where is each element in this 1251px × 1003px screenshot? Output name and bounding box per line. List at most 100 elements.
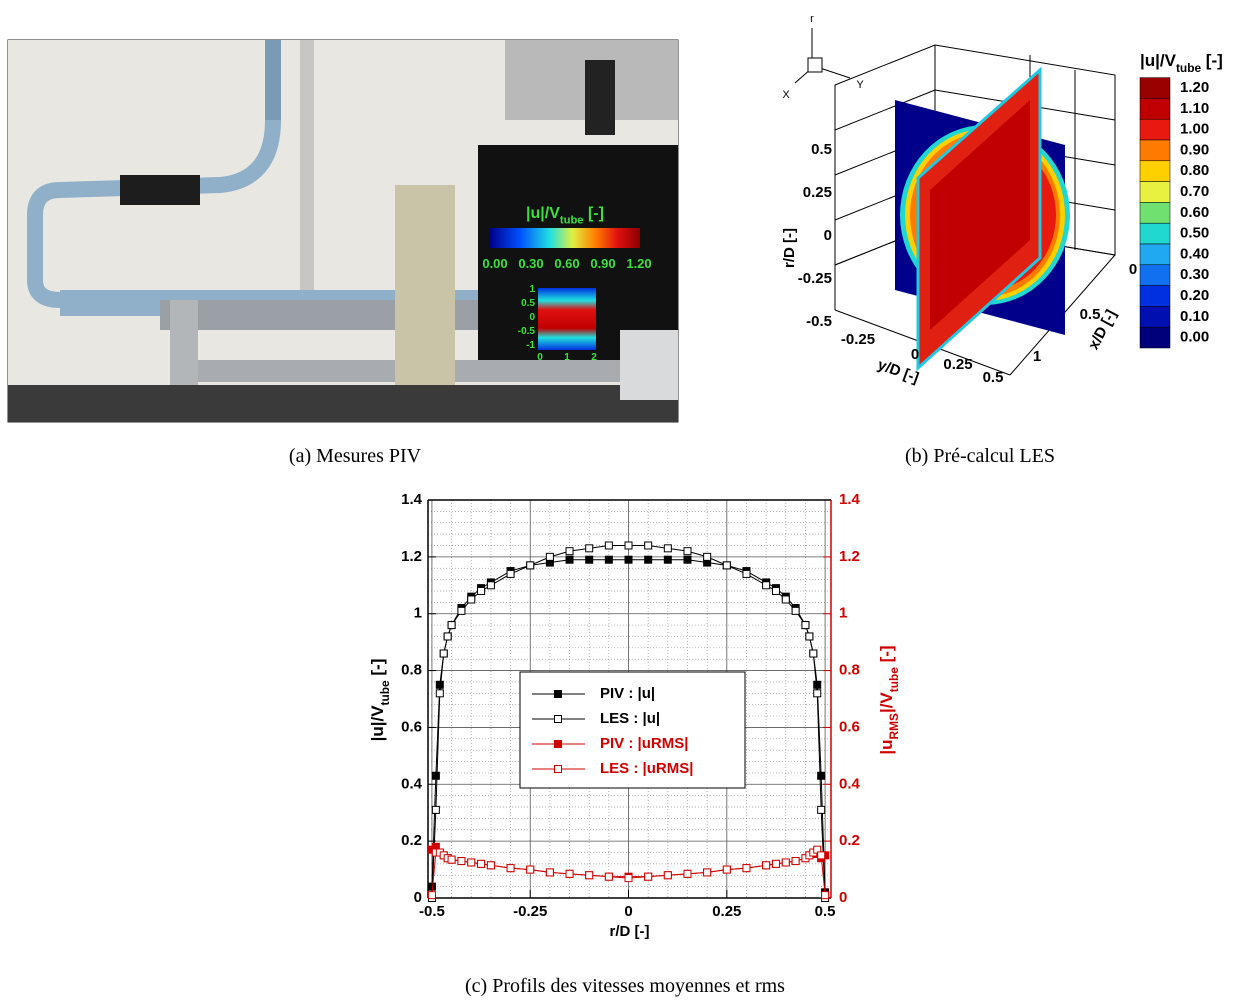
marker: [526, 561, 535, 570]
marker: [457, 857, 466, 866]
marker: [431, 771, 440, 780]
triad-label: r: [810, 13, 814, 25]
equipment: [395, 185, 455, 385]
device: [620, 330, 678, 400]
marker: [781, 595, 790, 604]
marker: [443, 632, 452, 641]
caption: (c) Profils des vitesses moyennes et rms: [465, 975, 785, 997]
x-tick-label: -0.25: [513, 903, 547, 920]
box-grid-line: [834, 89, 936, 131]
colorbar-swatch: [1139, 202, 1171, 224]
marker: [644, 555, 653, 564]
label-part: |/V: [877, 692, 896, 713]
marker: [565, 555, 574, 564]
y2-tick-label: 0.2: [839, 832, 860, 849]
y2-axis-label: |uRMS|/Vtube [-]: [877, 645, 901, 754]
marker: [762, 581, 771, 590]
colorbar-label: 1.00: [1180, 121, 1209, 138]
photo-inset-tick: 0: [529, 312, 535, 323]
legend-label: LES : |uRMS|: [600, 760, 693, 777]
photo-inset-tick: 0: [537, 352, 543, 363]
marker: [545, 552, 554, 561]
legend-marker: [554, 765, 562, 773]
colorbar-swatch: [1139, 264, 1171, 286]
y2-tick-label: 0.8: [839, 662, 860, 679]
caption: (b) Pré-calcul LES: [905, 445, 1055, 467]
tick-label: -0.5: [806, 313, 832, 330]
colorbar-swatch: [1139, 222, 1171, 245]
marker: [663, 544, 672, 553]
marker: [644, 872, 653, 881]
marker: [722, 865, 731, 874]
colorbar-label: 1.10: [1180, 100, 1209, 117]
tick-label: 0.25: [803, 184, 832, 201]
marker: [439, 649, 448, 658]
marker: [486, 861, 495, 870]
tick-label: 0.5: [1080, 306, 1101, 323]
photo-inset-tick: -1: [526, 340, 535, 351]
photo-inset-tick: 0.5: [521, 298, 535, 309]
photo-inset: [538, 288, 596, 350]
label-part: |u|/V: [368, 705, 387, 742]
axis-label: r/D [-]: [781, 228, 798, 268]
marker: [791, 606, 800, 615]
photo: |u|/Vtube [-] 0.00 0.30 0.60 0.90 1.20 1 0.5 0 -0…: [7, 39, 679, 423]
marker: [742, 569, 751, 578]
caption: (a) Mesures PIV: [289, 445, 422, 467]
marker: [431, 805, 440, 814]
marker: [703, 868, 712, 877]
y2-tick-label: 0.6: [839, 718, 860, 735]
marker: [506, 864, 515, 873]
colorbar-label: 0.10: [1180, 308, 1209, 325]
tick-label: 0.25: [943, 356, 972, 373]
marker: [526, 865, 535, 874]
tick-label: 0: [911, 346, 919, 363]
label-part: |u: [877, 739, 896, 754]
label-part: [-]: [368, 659, 387, 681]
marker: [683, 869, 692, 878]
photo-inset-tick: -0.5: [518, 326, 536, 337]
marker: [683, 547, 692, 556]
marker: [781, 858, 790, 867]
marker: [791, 857, 800, 866]
label-part: [-]: [1201, 51, 1223, 70]
marker: [817, 805, 826, 814]
camera: [585, 60, 615, 135]
colorbar-label: 0.50: [1180, 225, 1209, 242]
colorbar-label: 0.90: [1180, 141, 1209, 158]
marker: [809, 649, 818, 658]
x-tick-label: 0: [624, 903, 632, 920]
legend-marker: [554, 715, 562, 723]
marker: [813, 680, 822, 689]
marker: [435, 680, 444, 689]
label-part: RMS: [887, 713, 901, 739]
colorbar-label: 0.80: [1180, 162, 1209, 179]
x-axis-label: r/D [-]: [610, 923, 650, 940]
colorbar-swatch: [1139, 326, 1171, 349]
marker: [545, 868, 554, 877]
marker: [506, 569, 515, 578]
y2-tick-label: 1.2: [839, 548, 860, 565]
photo-colorbar: [490, 228, 640, 248]
marker: [624, 874, 633, 883]
colorbar-swatch: [1139, 285, 1171, 307]
y-tick-label: 0.8: [401, 662, 422, 679]
label-part: |u|/V: [526, 205, 560, 222]
marker: [663, 555, 672, 564]
marker: [624, 555, 633, 564]
marker: [663, 871, 672, 880]
marker: [722, 561, 731, 570]
y-tick-label: 0.4: [401, 775, 423, 792]
colorbar-swatch: [1139, 118, 1171, 141]
marker: [817, 771, 826, 780]
label-part: |u|/V: [1140, 51, 1177, 70]
marker: [703, 552, 712, 561]
y2-tick-label: 0: [839, 889, 847, 906]
photo-legend-tick: 0.00: [482, 256, 507, 271]
marker: [435, 689, 444, 698]
y2-tick-label: 1.4: [839, 491, 861, 508]
marker: [477, 586, 486, 595]
colorbar-label: 0.30: [1180, 266, 1209, 283]
